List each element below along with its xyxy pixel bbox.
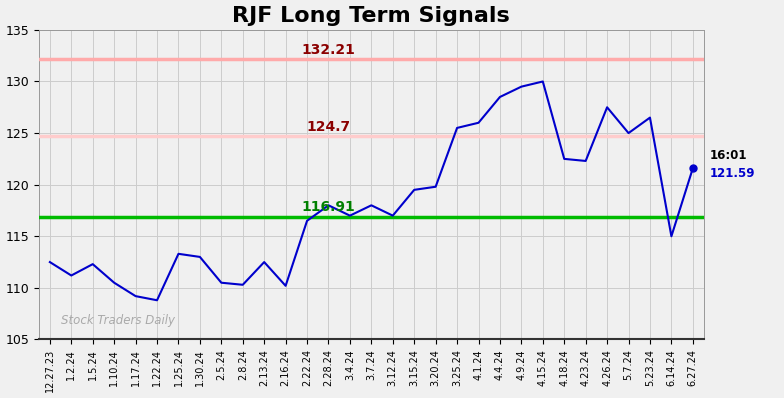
Text: 121.59: 121.59: [710, 167, 756, 180]
Text: 116.91: 116.91: [302, 201, 355, 215]
Text: 16:01: 16:01: [710, 149, 747, 162]
Text: Stock Traders Daily: Stock Traders Daily: [60, 314, 175, 327]
Text: 124.7: 124.7: [307, 120, 350, 134]
Title: RJF Long Term Signals: RJF Long Term Signals: [233, 6, 510, 25]
Text: 132.21: 132.21: [302, 43, 355, 57]
